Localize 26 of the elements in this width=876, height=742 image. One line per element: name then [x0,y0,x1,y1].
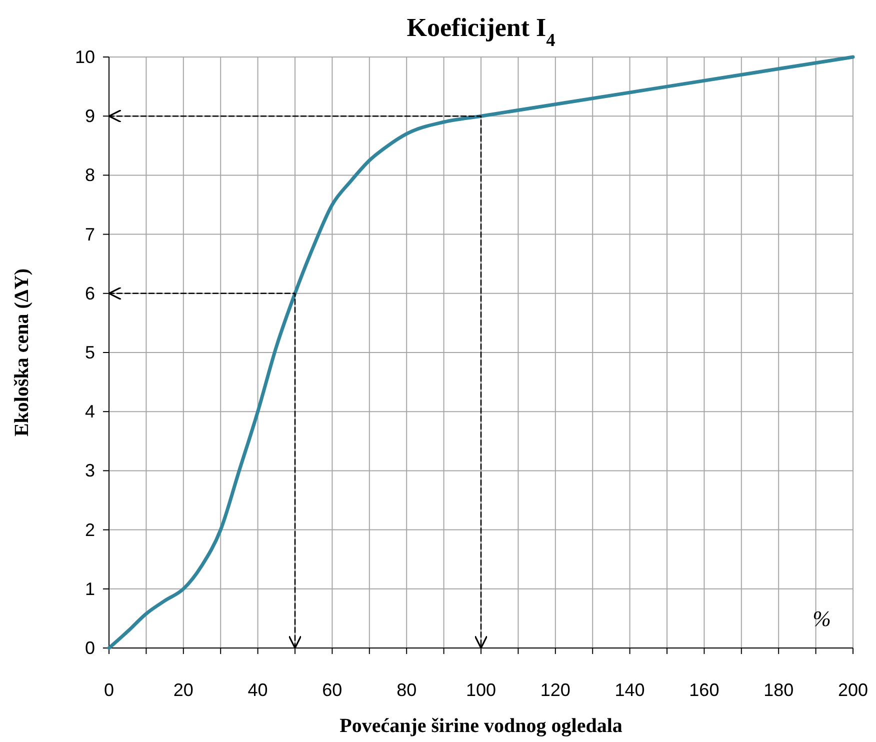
x-tick-label: 180 [764,680,794,700]
x-tick-label: 0 [104,680,114,700]
y-tick-label: 9 [84,106,95,126]
x-tick-label: 80 [396,680,417,700]
x-tick-label: 160 [689,680,720,700]
y-tick-label: 0 [84,638,95,658]
x-tick-label: 40 [248,680,268,700]
y-tick-label: 10 [74,47,95,67]
x-tick-label: 120 [540,680,570,700]
y-tick-label: 5 [84,342,95,362]
y-tick-label: 3 [84,460,95,481]
annotation: % [812,606,831,631]
y-tick-label: 8 [84,165,95,186]
y-tick-label: 4 [84,402,95,422]
y-tick-label: 7 [84,224,95,244]
y-tick-label: 1 [84,578,95,599]
x-tick-label: 200 [838,680,868,700]
x-tick-label: 100 [466,680,496,700]
y-axis-title: Ekološka cena (ΔY) [11,268,33,437]
x-tick-label: 20 [173,680,194,700]
x-tick-label: 60 [322,680,342,700]
x-axis-title: Povećanje širine vodnog ogledala [340,715,622,737]
chart-title: Koeficijent I$_{4}$ [406,13,556,50]
y-tick-label: 6 [84,283,95,304]
y-tick-label: 2 [84,520,95,540]
x-tick-label: 140 [614,680,645,700]
